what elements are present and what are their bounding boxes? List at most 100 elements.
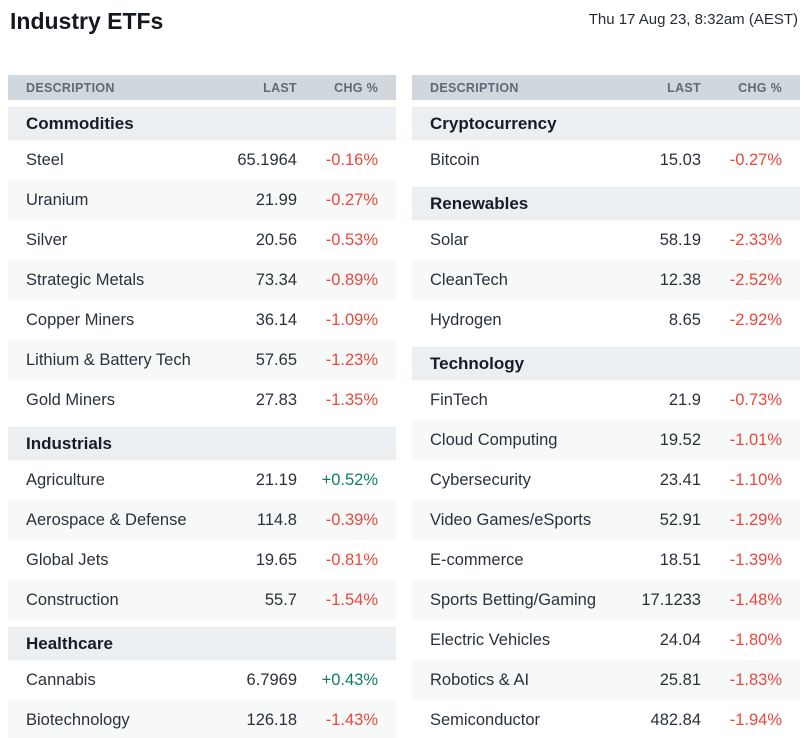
row-last: 114.8 — [256, 510, 297, 529]
table-row[interactable]: Aerospace & Defense 114.8 -0.39% — [8, 500, 396, 540]
row-description: Cannabis — [26, 670, 96, 689]
etf-table-right: DESCRIPTION LAST CHG % Cryptocurrency Bit… — [412, 75, 800, 738]
table-header: DESCRIPTION LAST CHG % — [8, 75, 396, 100]
row-description: Solar — [430, 230, 469, 249]
section-title: Commodities — [26, 113, 134, 133]
table-row[interactable]: Sports Betting/Gaming 17.1233 -1.48% — [412, 580, 800, 620]
row-last: 21.9 — [668, 390, 701, 409]
row-chg: -1.80% — [729, 630, 782, 649]
section-header: Technology — [412, 340, 800, 380]
table-body-left: Commodities Steel 65.1964 -0.16% Uranium 21.9… — [8, 100, 396, 738]
row-chg: -1.09% — [325, 310, 378, 329]
table-row[interactable]: Uranium 21.99 -0.27% — [8, 180, 396, 220]
row-last: 24.04 — [659, 630, 701, 649]
section-title: Renewables — [430, 193, 529, 213]
row-last: 19.52 — [659, 430, 701, 449]
row-last: 57.65 — [255, 350, 297, 369]
section-header: Industrials — [8, 420, 396, 460]
row-description: Strategic Metals — [26, 270, 145, 289]
table-row[interactable]: CleanTech 12.38 -2.52% — [412, 260, 800, 300]
row-chg: +0.52% — [321, 470, 378, 489]
row-chg: -2.33% — [729, 230, 782, 249]
row-chg: -1.54% — [325, 590, 378, 609]
row-last: 6.7969 — [246, 670, 297, 689]
row-chg: -0.27% — [325, 190, 378, 209]
row-last: 25.81 — [659, 670, 701, 689]
row-description: Biotechnology — [26, 710, 130, 729]
row-description: Video Games/eSports — [430, 510, 592, 529]
row-chg: -1.23% — [325, 350, 378, 369]
row-chg: -1.48% — [729, 590, 782, 609]
table-row[interactable]: Construction 55.7 -1.54% — [8, 580, 396, 620]
row-chg: -0.73% — [729, 390, 782, 409]
row-chg: -2.92% — [729, 310, 782, 329]
row-description: Electric Vehicles — [430, 630, 551, 649]
row-last: 65.1964 — [237, 150, 297, 169]
table-row[interactable]: Biotechnology 126.18 -1.43% — [8, 700, 396, 738]
table-row[interactable]: Strategic Metals 73.34 -0.89% — [8, 260, 396, 300]
row-description: Bitcoin — [430, 150, 480, 169]
row-last: 21.19 — [255, 470, 297, 489]
row-last: 482.84 — [650, 710, 701, 729]
table-row[interactable]: Agriculture 21.19 +0.52% — [8, 460, 396, 500]
table-row[interactable]: Cloud Computing 19.52 -1.01% — [412, 420, 800, 460]
row-description: Agriculture — [26, 470, 105, 489]
row-chg: -0.16% — [325, 150, 378, 169]
page-header: Industry ETFs Thu 17 Aug 23, 8:32am (AES… — [0, 0, 808, 35]
row-chg: -0.53% — [325, 230, 378, 249]
table-row[interactable]: Global Jets 19.65 -0.81% — [8, 540, 396, 580]
page-title: Industry ETFs — [10, 8, 164, 34]
table-row[interactable]: E-commerce 18.51 -1.39% — [412, 540, 800, 580]
column-header-description: DESCRIPTION — [26, 80, 115, 95]
row-last: 8.65 — [668, 310, 701, 329]
table-header: DESCRIPTION LAST CHG % — [412, 75, 800, 100]
table-row[interactable]: Robotics & AI 25.81 -1.83% — [412, 660, 800, 700]
row-description: E-commerce — [430, 550, 524, 569]
row-chg: -1.43% — [325, 710, 378, 729]
table-row[interactable]: Electric Vehicles 24.04 -1.80% — [412, 620, 800, 660]
row-description: Aerospace & Defense — [26, 510, 187, 529]
table-row[interactable]: Lithium & Battery Tech 57.65 -1.23% — [8, 340, 396, 380]
row-chg: -0.89% — [325, 270, 378, 289]
row-last: 27.83 — [255, 390, 297, 409]
row-last: 55.7 — [264, 590, 297, 609]
table-row[interactable]: Video Games/eSports 52.91 -1.29% — [412, 500, 800, 540]
timestamp: Thu 17 Aug 23, 8:32am (AEST) — [588, 11, 798, 28]
column-header-last: LAST — [667, 80, 701, 95]
column-header-description: DESCRIPTION — [430, 80, 519, 95]
row-description: Gold Miners — [26, 390, 115, 409]
table-row[interactable]: Bitcoin 15.03 -0.27% — [412, 140, 800, 180]
column-header-chg: CHG % — [738, 80, 782, 95]
row-description: Steel — [26, 150, 64, 169]
table-row[interactable]: Cannabis 6.7969 +0.43% — [8, 660, 396, 700]
table-row[interactable]: Cybersecurity 23.41 -1.10% — [412, 460, 800, 500]
section-title: Technology — [430, 353, 525, 373]
table-row[interactable]: FinTech 21.9 -0.73% — [412, 380, 800, 420]
row-last: 23.41 — [659, 470, 701, 489]
row-description: Cloud Computing — [430, 430, 558, 449]
section-header: Renewables — [412, 180, 800, 220]
row-chg: -1.29% — [729, 510, 782, 529]
row-chg: -0.39% — [325, 510, 378, 529]
row-chg: -1.10% — [729, 470, 782, 489]
row-description: FinTech — [430, 390, 488, 409]
table-row[interactable]: Hydrogen 8.65 -2.92% — [412, 300, 800, 340]
etf-tables: DESCRIPTION LAST CHG % Commodities Steel 6… — [0, 75, 808, 738]
row-chg: -0.27% — [729, 150, 782, 169]
row-last: 15.03 — [659, 150, 701, 169]
row-description: Sports Betting/Gaming — [430, 590, 596, 609]
row-description: CleanTech — [430, 270, 508, 289]
table-row[interactable]: Copper Miners 36.14 -1.09% — [8, 300, 396, 340]
table-row[interactable]: Semiconductor 482.84 -1.94% — [412, 700, 800, 738]
table-row[interactable]: Silver 20.56 -0.53% — [8, 220, 396, 260]
row-last: 73.34 — [255, 270, 297, 289]
section-title: Industrials — [26, 433, 112, 453]
etf-table-left: DESCRIPTION LAST CHG % Commodities Steel 6… — [8, 75, 396, 738]
row-description: Silver — [26, 230, 68, 249]
table-row[interactable]: Solar 58.19 -2.33% — [412, 220, 800, 260]
table-row[interactable]: Steel 65.1964 -0.16% — [8, 140, 396, 180]
row-description: Cybersecurity — [430, 470, 531, 489]
table-row[interactable]: Gold Miners 27.83 -1.35% — [8, 380, 396, 420]
row-chg: -1.01% — [729, 430, 782, 449]
row-chg: +0.43% — [321, 670, 378, 689]
